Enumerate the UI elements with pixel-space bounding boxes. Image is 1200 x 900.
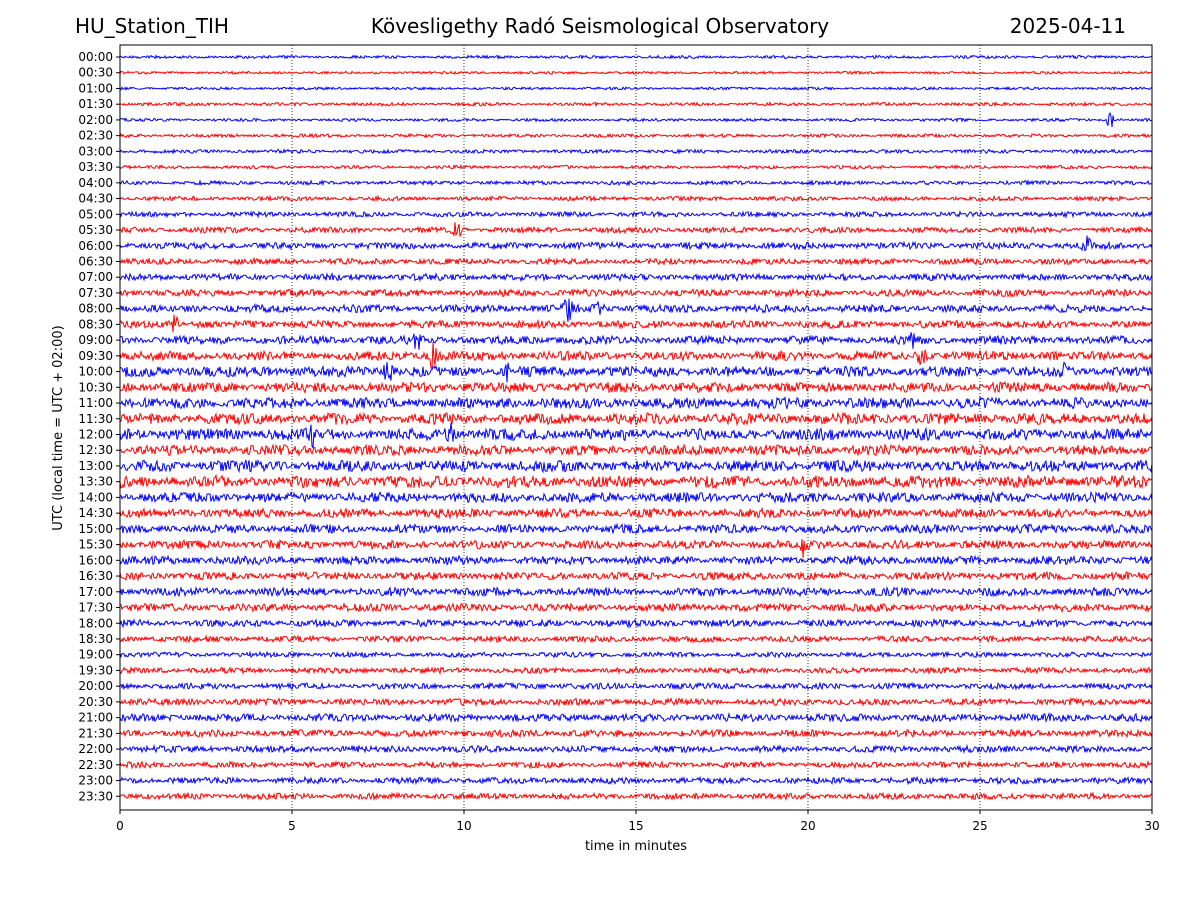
x-axis: 0 5 10 15 20 25 30 (116, 810, 1160, 833)
y-tick-label: 20:30 (78, 695, 113, 709)
y-tick-label: 10:00 (78, 365, 113, 379)
y-tick-label: 04:00 (78, 176, 113, 190)
trace-1030 (119, 380, 1153, 395)
x-tick-label: 10 (456, 819, 471, 833)
trace-1600 (119, 554, 1153, 567)
trace-0530 (119, 222, 1153, 237)
trace-0430 (119, 194, 1153, 203)
chart-date: 2025-04-11 (1009, 14, 1126, 38)
y-tick-label: 07:00 (78, 270, 113, 284)
trace-0400 (119, 178, 1153, 187)
y-tick-label: 07:30 (78, 286, 113, 300)
y-tick-label: 16:00 (78, 553, 113, 567)
trace-1730 (119, 601, 1153, 614)
y-tick-label: 13:30 (78, 475, 113, 489)
y-tick-label: 02:30 (78, 129, 113, 143)
y-tick-label: 03:00 (78, 144, 113, 158)
trace-2300 (119, 775, 1153, 786)
trace-0100 (119, 86, 1153, 91)
y-tick-label: 09:30 (78, 349, 113, 363)
trace-0730 (119, 287, 1153, 299)
x-tick-label: 5 (288, 819, 296, 833)
y-tick-label: 06:30 (78, 254, 113, 268)
trace-1130 (119, 411, 1153, 427)
trace-0830 (119, 314, 1153, 333)
grid-layer (291, 45, 981, 810)
y-tick-label: 03:30 (78, 160, 113, 174)
y-tick-label: 12:30 (78, 443, 113, 457)
trace-1100 (119, 395, 1153, 411)
chart-title: Kövesligethy Radó Seismological Observat… (370, 14, 830, 38)
y-tick-label: 18:00 (78, 616, 113, 630)
y-tick-label: 00:00 (78, 50, 113, 64)
y-tick-label: 04:30 (78, 192, 113, 206)
x-tick-label: 15 (628, 819, 643, 833)
y-tick-label: 22:30 (78, 758, 113, 772)
y-tick-label: 15:00 (78, 522, 113, 536)
y-tick-label: 19:30 (78, 663, 113, 677)
y-axis-label: UTC (local time = UTC + 02:00) (51, 325, 66, 530)
y-tick-label: 02:00 (78, 113, 113, 127)
x-tick-label: 25 (972, 819, 987, 833)
y-tick-label: 18:30 (78, 632, 113, 646)
trace-1000 (119, 361, 1153, 383)
y-tick-label: 23:30 (78, 789, 113, 803)
trace-0330 (119, 163, 1153, 171)
trace-0030 (119, 70, 1153, 76)
y-tick-label: 21:30 (78, 726, 113, 740)
y-tick-label: 17:00 (78, 585, 113, 599)
x-tick-label: 20 (800, 819, 815, 833)
y-tick-label: 15:30 (78, 538, 113, 552)
x-axis-label: time in minutes (585, 839, 687, 854)
trace-2200 (119, 743, 1153, 755)
y-tick-label: 05:30 (78, 223, 113, 237)
y-tick-label: 00:30 (78, 66, 113, 80)
trace-0900 (119, 332, 1153, 350)
y-tick-label: 22:00 (78, 742, 113, 756)
y-tick-label: 06:00 (78, 239, 113, 253)
y-tick-label: 10:30 (78, 380, 113, 394)
y-tick-label: 14:00 (78, 490, 113, 504)
trace-0630 (119, 256, 1153, 267)
x-tick-label: 30 (1144, 819, 1159, 833)
y-tick-label: 09:00 (78, 333, 113, 347)
station-name: HU_Station_TIH (75, 14, 229, 38)
trace-2000 (119, 681, 1153, 691)
y-tick-label: 20:00 (78, 679, 113, 693)
trace-1300 (119, 458, 1153, 474)
y-tick-label: 01:30 (78, 97, 113, 111)
y-tick-label: 08:30 (78, 317, 113, 331)
y-tick-label: 01:00 (78, 81, 113, 95)
trace-0930 (119, 342, 1153, 370)
trace-1530 (119, 538, 1153, 558)
x-tick-label: 0 (116, 819, 124, 833)
trace-1800 (119, 617, 1153, 629)
y-tick-label: 11:30 (78, 412, 113, 426)
y-tick-label: 08:00 (78, 302, 113, 316)
y-tick-label: 16:30 (78, 569, 113, 583)
y-tick-label: 12:00 (78, 428, 113, 442)
trace-0700 (119, 272, 1153, 283)
trace-0130 (119, 101, 1153, 108)
y-tick-label: 17:30 (78, 601, 113, 615)
y-tick-label: 23:00 (78, 774, 113, 788)
y-tick-label: 19:00 (78, 648, 113, 662)
y-tick-label: 21:00 (78, 711, 113, 725)
y-tick-label: 14:30 (78, 506, 113, 520)
y-tick-label: 11:00 (78, 396, 113, 410)
y-tick-label: 05:00 (78, 207, 113, 221)
y-tick-label: 13:00 (78, 459, 113, 473)
